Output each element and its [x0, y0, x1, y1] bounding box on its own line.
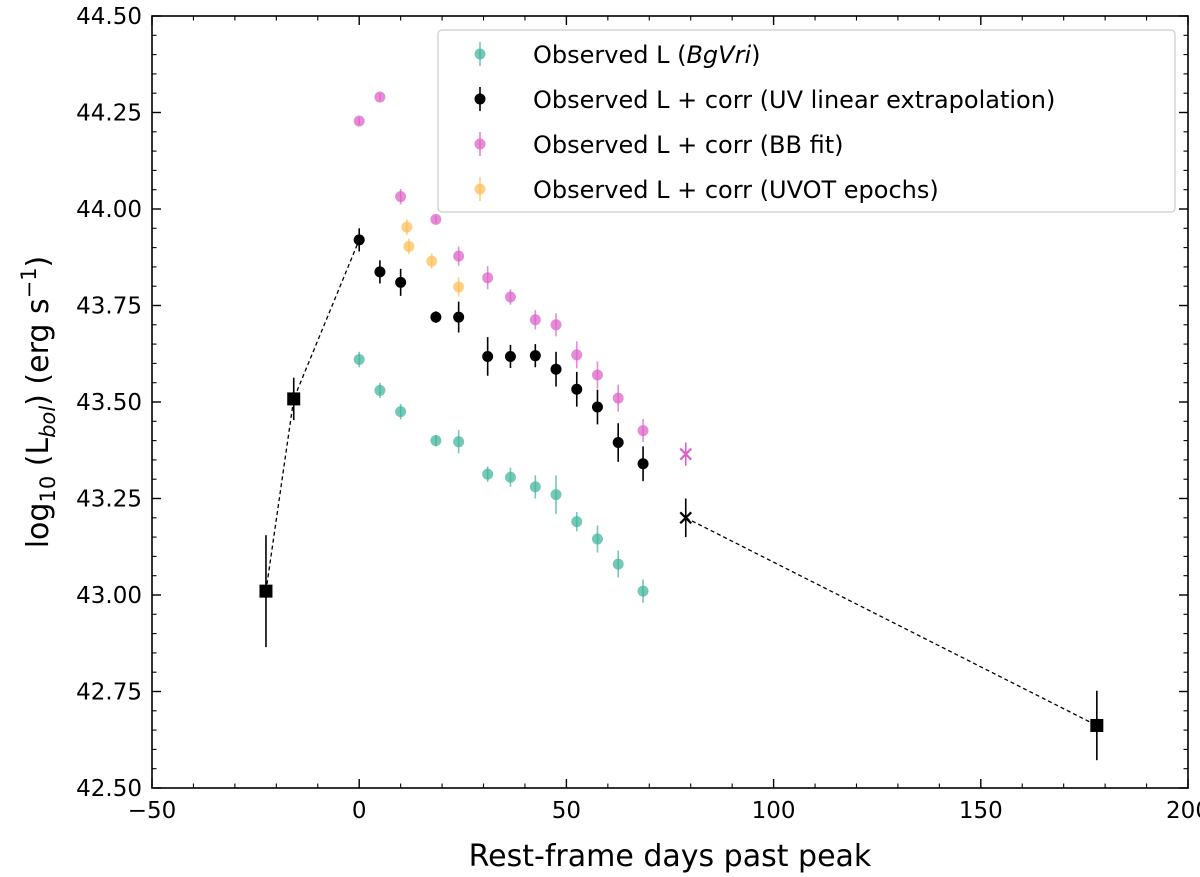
data-point: [453, 436, 465, 448]
square-marker: [1090, 718, 1104, 732]
data-point: [353, 115, 365, 127]
legend-label-part: Observed L (: [533, 41, 686, 69]
data-point: [571, 383, 583, 395]
data-point: [637, 458, 649, 470]
axis-ticks: [151, 15, 1189, 789]
y-tick-label: 44.50: [76, 4, 142, 30]
data-point: [426, 255, 438, 267]
legend-marker: [474, 93, 486, 105]
data-point: [550, 319, 562, 331]
data-point: [403, 240, 415, 252]
y-tick-label: 42.75: [76, 680, 142, 706]
legend-label-part: ): [751, 41, 760, 69]
legend-marker: [474, 48, 486, 60]
data-point: [353, 234, 365, 246]
y-label-post: ) (erg s: [21, 298, 56, 405]
data-point: [612, 558, 624, 570]
data-point: [529, 314, 541, 326]
data-marks: [259, 91, 1104, 761]
legend-label-part: Observed L + corr (UV linear extrapolati…: [533, 86, 1055, 114]
y-label-sup: −1: [17, 267, 41, 298]
data-point: [612, 437, 624, 449]
data-point: [482, 272, 494, 284]
legend-items: Observed L (BgVri) Observed L + corr (UV …: [474, 41, 1055, 204]
square-marker: [259, 584, 273, 598]
data-point: [395, 406, 407, 418]
cross-marker: [679, 511, 693, 525]
dashed-lines: [265, 239, 1098, 727]
y-label-sub2: bol: [36, 406, 60, 438]
data-point: [374, 91, 386, 103]
data-point: [571, 349, 583, 361]
data-point: [571, 516, 583, 528]
data-point: [637, 425, 649, 437]
data-point: [637, 585, 649, 597]
y-tick-label: 43.50: [76, 390, 142, 416]
tick-labels: −50 0 50 100 150 200 42.50 42.75 43.00 43.25 43.50…: [76, 4, 1200, 824]
data-point: [591, 401, 603, 413]
x-tick-label: 150: [959, 798, 1003, 824]
y-label-prefix: log: [21, 503, 56, 549]
data-point: [395, 191, 407, 203]
legend-label: Observed L + corr (UVOT epochs): [533, 176, 939, 204]
legend-label: Observed L (BgVri): [533, 41, 761, 69]
y-tick-label: 43.00: [76, 583, 142, 609]
dashed-line: [685, 517, 1098, 727]
y-tick-label: 43.75: [76, 294, 142, 320]
data-point: [374, 266, 386, 278]
data-point: [482, 468, 494, 480]
data-point: [430, 311, 442, 323]
data-point: [453, 250, 465, 262]
legend: Observed L (BgVri) Observed L + corr (UV …: [437, 29, 1176, 213]
data-point: [482, 350, 494, 362]
data-point: [430, 213, 442, 225]
data-point: [529, 350, 541, 362]
x-tick-label: 200: [1166, 798, 1200, 824]
y-axis-label: log10 (Lbol) (erg s−1): [17, 256, 60, 549]
data-point: [395, 276, 407, 288]
data-point: [504, 471, 516, 483]
legend-label-part: Observed L + corr (UVOT epochs): [533, 176, 939, 204]
x-tick-label: −50: [128, 798, 177, 824]
x-tick-label: 50: [552, 798, 581, 824]
square-marker: [287, 392, 301, 406]
legend-label: Observed L + corr (UV linear extrapolati…: [533, 86, 1055, 114]
legend-label: Observed L + corr (BB fit): [533, 131, 843, 159]
data-point: [353, 354, 365, 366]
data-point: [529, 481, 541, 493]
cross-marker: [679, 447, 693, 461]
data-point: [374, 384, 386, 396]
data-point: [504, 350, 516, 362]
data-point: [591, 533, 603, 545]
data-point: [550, 363, 562, 375]
y-tick-label: 43.25: [76, 487, 142, 513]
x-tick-label: 0: [352, 798, 367, 824]
data-point: [504, 291, 516, 303]
y-label-mid: (L: [21, 438, 56, 476]
y-tick-label: 44.25: [76, 101, 142, 127]
data-point: [401, 221, 413, 233]
legend-box: [437, 29, 1176, 213]
y-tick-label: 42.50: [76, 776, 142, 802]
y-label-sub: 10: [36, 476, 60, 503]
data-point: [612, 392, 624, 404]
data-point: [430, 435, 442, 447]
y-label-end: ): [21, 256, 56, 268]
x-axis-label: Rest-frame days past peak: [469, 839, 872, 874]
dashed-line: [265, 239, 360, 592]
legend-label-part: Observed L + corr (BB fit): [533, 131, 843, 159]
legend-marker: [474, 183, 486, 195]
data-point: [591, 369, 603, 381]
legend-marker: [474, 138, 486, 150]
x-tick-label: 100: [752, 798, 796, 824]
legend-label-part: BgVri: [686, 41, 751, 69]
data-point: [550, 489, 562, 501]
data-point: [453, 281, 465, 293]
data-point: [453, 311, 465, 323]
y-tick-label: 44.00: [76, 197, 142, 223]
